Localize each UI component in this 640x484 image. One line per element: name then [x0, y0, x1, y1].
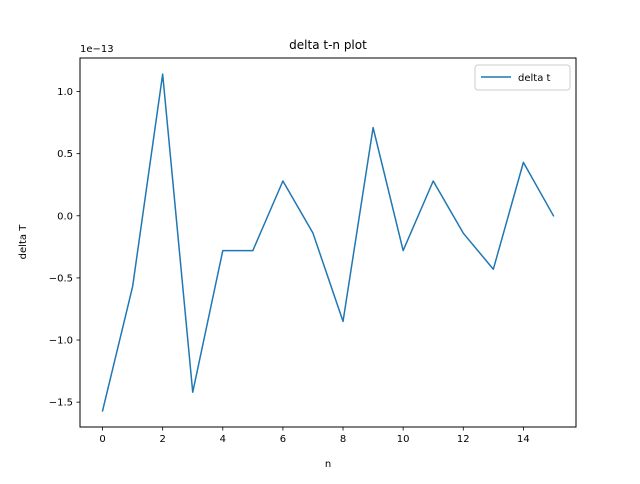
y-tick-label: 0.0 [57, 211, 73, 222]
y-tick-label: −1.5 [49, 398, 73, 409]
x-tick-label: 8 [340, 434, 346, 445]
y-tick-label: 0.5 [57, 149, 73, 160]
legend: delta t [475, 65, 570, 90]
legend-label: delta t [518, 73, 551, 84]
x-tick-label: 14 [517, 434, 530, 445]
y-tick-label: −0.5 [49, 273, 73, 284]
series-line-0 [103, 74, 554, 411]
x-tick-label: 6 [280, 434, 286, 445]
x-axis-label: n [325, 459, 331, 470]
x-tick-label: 4 [220, 434, 226, 445]
x-tick-label: 12 [457, 434, 470, 445]
x-tick-label: 2 [159, 434, 165, 445]
x-tick-label: 10 [397, 434, 410, 445]
y-tick-label: 1.0 [57, 87, 73, 98]
chart-title: delta t-n plot [289, 38, 367, 52]
x-tick-label: 0 [99, 434, 105, 445]
y-offset-label: 1e−13 [80, 44, 114, 55]
y-tick-label: −1.0 [49, 336, 73, 347]
y-axis-label: delta T [18, 224, 29, 260]
